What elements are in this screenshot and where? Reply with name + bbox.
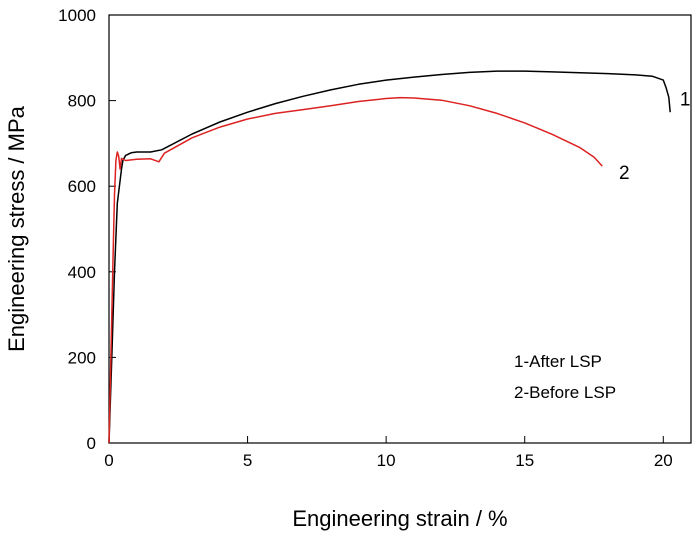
legend-entry-2: 2-Before LSP xyxy=(514,383,616,402)
series-line-2 xyxy=(108,96,603,444)
x-tick-label: 0 xyxy=(104,451,113,470)
x-tick-label: 15 xyxy=(515,451,534,470)
legend-entry-1: 1-After LSP xyxy=(514,352,602,371)
x-tick-label: 5 xyxy=(243,451,252,470)
plot-frame xyxy=(108,14,692,444)
legend: 1-After LSP 2-Before LSP xyxy=(514,352,616,402)
curve-label-2: 2 xyxy=(619,163,630,184)
series-layer xyxy=(108,70,671,444)
y-axis-title: Engineering stress / MPa xyxy=(4,105,29,352)
y-tick-label: 800 xyxy=(68,92,96,111)
x-tick-label: 10 xyxy=(377,451,396,470)
x-axis-title: Engineering strain / % xyxy=(292,506,507,531)
y-tick-label: 600 xyxy=(68,177,96,196)
y-tick-label: 400 xyxy=(68,263,96,282)
y-tick-label: 1000 xyxy=(58,6,96,25)
curve-labels-layer: 12 xyxy=(619,90,691,184)
y-tick-label: 200 xyxy=(68,348,96,367)
y-tick-label: 0 xyxy=(87,434,96,453)
curve-label-1: 1 xyxy=(680,90,691,111)
x-tick-label: 20 xyxy=(654,451,673,470)
